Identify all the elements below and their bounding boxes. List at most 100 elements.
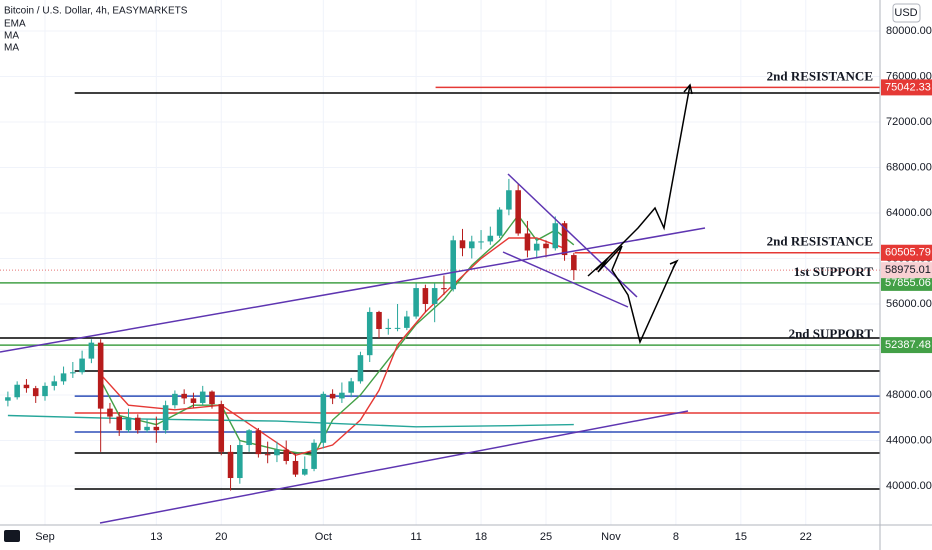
last-price-label: 58975.01 <box>885 264 931 276</box>
candle-body <box>181 393 187 399</box>
candle-body <box>366 311 373 356</box>
candle-body <box>283 449 290 461</box>
candle-body <box>97 342 104 409</box>
x-tick-label: Sep <box>35 531 55 543</box>
projection-arrow <box>595 84 691 271</box>
candle-body <box>116 416 123 431</box>
candle-body <box>320 393 327 443</box>
candle-body <box>533 243 540 251</box>
y-tick-label: 80000.00 <box>886 25 932 37</box>
candle-body <box>227 451 234 479</box>
level-label: 1st SUPPORT <box>794 264 874 279</box>
legend: Bitcoin / U.S. Dollar, 4h, EASYMARKETS E… <box>4 6 188 54</box>
drawings <box>0 83 706 524</box>
legend-entry: MA <box>4 43 19 54</box>
currency: USD <box>894 7 917 19</box>
candle-body <box>552 223 559 249</box>
price-tag <box>881 244 932 261</box>
candle-body <box>506 190 512 210</box>
price-tag-label: 52387.48 <box>885 339 931 351</box>
candle-body <box>468 241 475 249</box>
candle-body <box>376 311 382 330</box>
legend-entry: MA <box>4 31 19 42</box>
price-tag-label: 75042.33 <box>885 81 931 93</box>
candle-body <box>348 381 354 393</box>
candle-body <box>51 381 58 386</box>
candle-body <box>70 372 76 374</box>
candle-body <box>422 288 429 304</box>
arrow-head <box>669 259 679 269</box>
trendline <box>0 227 706 353</box>
candle-body <box>292 460 299 475</box>
candle-body <box>329 393 336 399</box>
y-tick-label: 68000.00 <box>886 161 932 173</box>
candle-body <box>571 255 577 271</box>
candle-body <box>385 327 392 330</box>
candle-body <box>107 408 113 417</box>
y-tick-label: 44000.00 <box>886 434 932 446</box>
candle-body <box>301 468 308 475</box>
level-label: 2nd RESISTANCE <box>767 234 873 249</box>
level-label: 2nd RESISTANCE <box>767 68 873 83</box>
x-tick-label: 20 <box>215 531 227 543</box>
y-tick-label: 56000.00 <box>886 298 932 310</box>
candle-body <box>441 288 447 290</box>
y-tick-label: 48000.00 <box>886 389 932 401</box>
candle-body <box>125 417 132 431</box>
candle-body <box>5 397 11 401</box>
candle-body <box>134 417 141 431</box>
level-label: 2nd SUPPORT <box>789 326 874 341</box>
candle-body <box>515 190 521 234</box>
candle-body <box>153 426 160 431</box>
logo <box>4 530 20 542</box>
candle-body <box>60 373 67 382</box>
x-tick-label: 18 <box>475 531 487 543</box>
candle-body <box>478 241 484 243</box>
candle-body <box>88 342 95 359</box>
candle-body <box>450 240 457 290</box>
candle-body <box>255 430 262 455</box>
candle-body <box>524 233 531 251</box>
candles <box>5 178 577 491</box>
last-price-tag <box>881 262 932 279</box>
x-tick-label: Nov <box>601 531 621 543</box>
candle-body <box>79 358 85 373</box>
y-tick-label: 64000.00 <box>886 207 932 219</box>
candle-body <box>339 392 345 399</box>
x-tick-label: 11 <box>410 531 421 543</box>
candle-body <box>237 445 243 479</box>
candle-body <box>431 288 438 304</box>
candle-body <box>413 288 419 317</box>
candle-body <box>23 384 30 389</box>
price-tag <box>881 274 932 291</box>
trendline <box>99 410 689 524</box>
candle-body <box>394 327 401 329</box>
candle-body <box>190 398 197 403</box>
candle-body <box>246 430 252 446</box>
time-axis-bg <box>0 525 932 550</box>
indicator-line <box>7 414 574 428</box>
wedge-line <box>502 251 629 308</box>
x-tick-label: 8 <box>673 531 679 543</box>
candle-body <box>459 240 466 249</box>
candle-body <box>162 405 169 431</box>
candle-body <box>274 449 280 456</box>
candle-body <box>218 404 225 452</box>
indicator-line <box>100 237 565 457</box>
candle-body <box>172 393 178 406</box>
x-tick-label: 25 <box>540 531 552 543</box>
candle-body <box>32 388 39 397</box>
y-tick-label: 72000.00 <box>886 116 932 128</box>
arrow-head <box>683 83 693 95</box>
candle-body <box>561 223 568 256</box>
price-tag-label: 57855.06 <box>885 277 931 289</box>
x-tick-label: 13 <box>150 531 162 543</box>
candle-body <box>311 442 317 469</box>
candle-body <box>357 355 364 382</box>
candle-body <box>144 426 150 431</box>
price-tag <box>881 337 932 354</box>
x-tick-label: 22 <box>800 531 812 543</box>
currency-box[interactable] <box>892 3 921 23</box>
